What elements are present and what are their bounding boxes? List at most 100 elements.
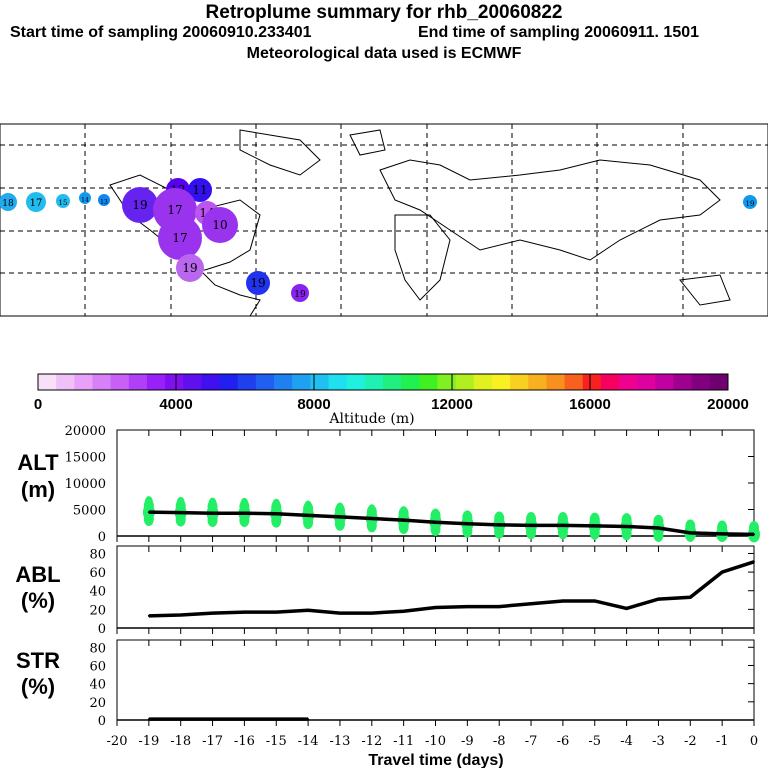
colorbar-swatch [110,374,130,390]
colorbar-swatch [600,374,620,390]
plume-marker-label: 13 [100,199,108,206]
x-tick-label: -10 [425,734,446,749]
altitude-colorbar: 0 4000 8000 12000 16000 20000 Altitude (m) [34,373,749,427]
start-time: Start time of sampling 20060910.233401 [10,24,312,41]
abl-point [721,571,724,574]
colorbar-swatch [473,374,493,390]
alt-point [402,519,405,522]
x-tick-label: -15 [266,734,287,749]
altitude-spread-marker [622,514,631,527]
x-tick-label: -19 [138,734,159,749]
altitude-spread-marker [495,511,504,524]
colorbar-swatch [310,374,330,390]
colorbar-tick-label: 0 [34,396,42,413]
x-tick-label: 0 [750,734,758,749]
abl-point [561,599,564,602]
colorbar-swatch [237,374,257,390]
altitude-spread-marker [527,512,536,525]
plume-marker-label: 17 [30,198,43,209]
altitude-spread-marker [367,504,376,517]
alt-point [466,522,469,525]
x-tick-label: -9 [461,734,474,749]
abl-point [753,560,755,563]
plume-marker [158,216,202,260]
y-tick-label: 80 [89,547,106,562]
colorbar-swatch [146,374,166,390]
colorbar-swatch [346,374,366,390]
abl-point [402,610,405,613]
colorbar-tick-label: 16000 [569,396,611,413]
y-tick-label: 0 [98,530,106,545]
colorbar-swatch [38,374,57,390]
x-tick-label: -6 [557,734,570,749]
colorbar-tick-label: 20000 [707,396,749,413]
panel-unit: (%) [21,674,55,699]
y-tick-label: 60 [89,566,106,581]
alt-point [689,531,692,534]
altitude-spread-marker [144,496,153,509]
str-point [307,718,310,721]
alt-point [211,512,214,515]
abl-point [530,602,533,605]
colorbar-swatch [691,374,711,390]
altitude-spread-marker [176,496,185,509]
altitude-spread-marker [335,502,344,515]
abl-point [307,609,310,612]
plume-marker [26,192,46,212]
x-tick-label: -2 [684,734,697,749]
colorbar-swatch [546,374,566,390]
abl-point [211,612,214,615]
x-tick-label: -8 [493,734,506,749]
panel-str: 80 60 40 20 0 STR(%) [16,639,755,729]
x-tick-label: -7 [525,734,538,749]
alt-point [434,521,437,524]
plume-markers: 18171514131912111714101719191919 [0,178,757,302]
y-tick-label: 40 [89,678,106,693]
abl-point [657,598,660,601]
abl-point [689,596,692,599]
x-tick-label: -11 [393,734,414,749]
colorbar-swatch [74,374,93,390]
abl-point [370,612,373,615]
altitude-spread-marker [240,497,249,510]
plume-marker-label: 19 [250,276,265,290]
y-tick-label: 10000 [65,477,106,492]
plume-marker-label: 19 [132,198,147,212]
end-time: End time of sampling 20060911. 1501 [418,24,700,41]
panel-label: ABL [15,562,60,587]
colorbar-swatch [709,374,729,390]
panel-alt: 20000 15000 10000 5000 0 ALT(m) [17,424,760,545]
abl-point [466,605,469,608]
figure-title: Retroplume summary for rhb_20060822 [205,2,563,23]
plume-marker [79,192,91,204]
panel-label: STR [16,648,60,673]
plume-marker [122,187,158,223]
alt-point [593,524,596,527]
alt-point [498,523,501,526]
x-tick-label: -18 [170,734,191,749]
plume-marker [98,194,110,206]
plume-marker [188,178,212,202]
coastlines [109,129,731,317]
abl-point [243,611,246,614]
abl-line [148,560,755,618]
colorbar-swatch [128,374,148,390]
alt-point [657,527,660,530]
colorbar-swatch [383,374,402,390]
colorbar-swatch [673,374,693,390]
altitude-spread-marker [304,500,313,513]
plume-marker [176,254,204,282]
colorbar-swatch [364,374,384,390]
plume-marker-label: 17 [167,203,182,217]
x-tick-label: -17 [202,734,223,749]
str-point [243,718,246,721]
y-tick-label: 40 [89,585,106,600]
y-tick-label: 80 [89,641,106,656]
alt-point [753,533,755,536]
panel-abl: 80 60 40 20 0 ABL(%) [15,545,755,637]
y-tick-label: 20 [89,603,106,618]
colorbar-swatch [255,374,275,390]
str-point [147,718,150,721]
abl-point [275,611,278,614]
